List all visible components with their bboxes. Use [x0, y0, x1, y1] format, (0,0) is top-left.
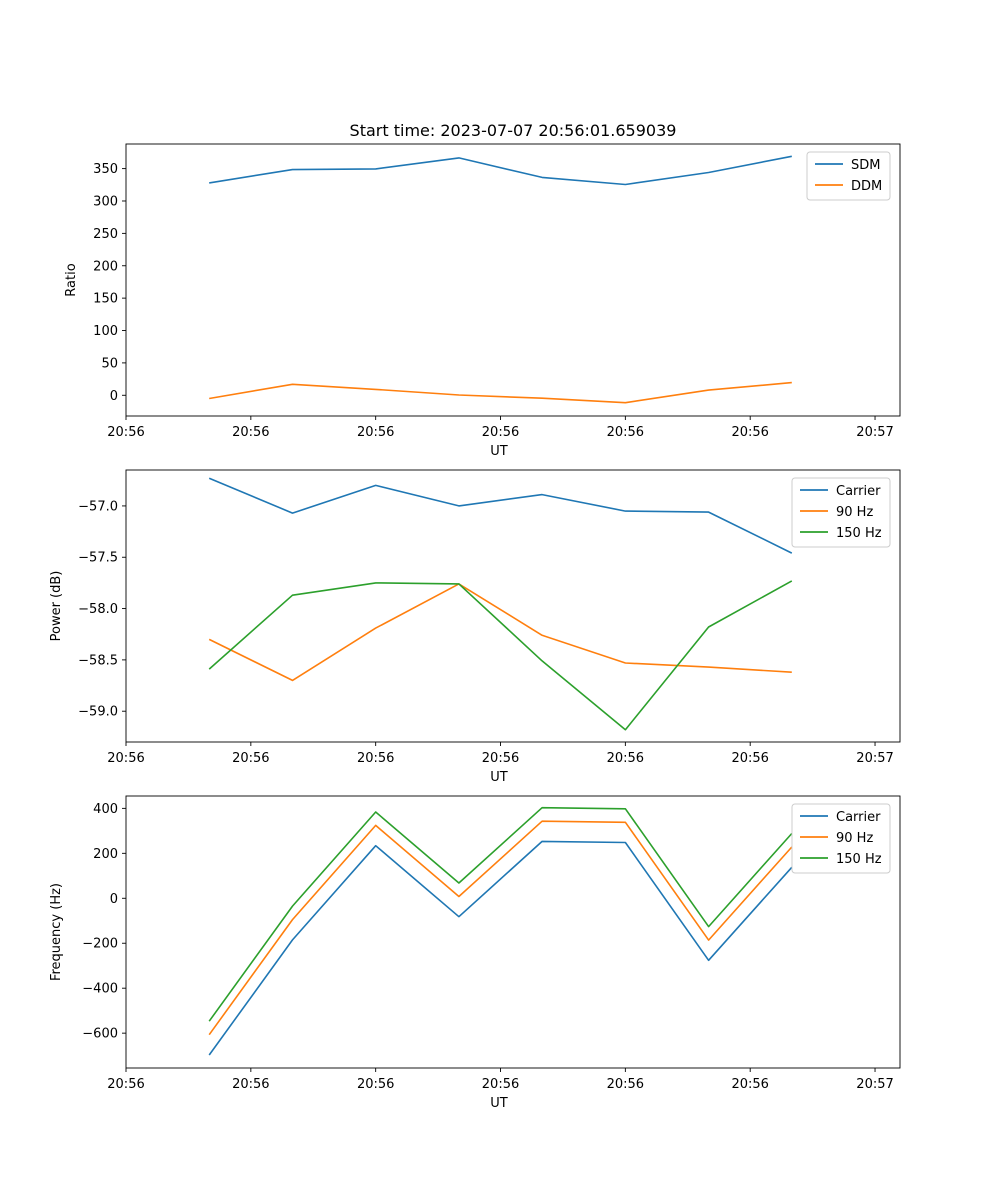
legend: SDM DDM: [806, 151, 891, 201]
legend-label: 150 Hz: [836, 852, 882, 867]
legend-label: Carrier: [836, 484, 881, 499]
subplot-1: 20:56 20:56 20:56 20:56 20:56 20:56 20:57 0 50 10…: [64, 143, 901, 459]
x-tick-label: 20:56: [607, 751, 644, 766]
series-line-carrier: [208, 840, 793, 1056]
x-tick-label: 20:56: [482, 751, 519, 766]
x-tick-label: 20:56: [107, 425, 144, 440]
x-tick-label: 20:56: [607, 1077, 644, 1092]
x-tick-label: 20:56: [731, 751, 768, 766]
x-tick-label: 20:56: [357, 425, 394, 440]
y-tick-label: 400: [93, 802, 118, 817]
x-tick-label: 20:56: [357, 1077, 394, 1092]
x-tick-label: 20:56: [107, 751, 144, 766]
x-tick-label: 20:56: [731, 1077, 768, 1092]
x-tick-label: 20:56: [107, 1077, 144, 1092]
x-tick-label: 20:56: [232, 751, 269, 766]
y-tick-label: −58.0: [78, 602, 118, 617]
y-axis-label: Power (dB): [49, 571, 64, 642]
x-tick-label: 20:56: [357, 751, 394, 766]
y-tick-label: 250: [93, 227, 118, 242]
legend-label: SDM: [851, 158, 880, 173]
y-tick-label: −600: [82, 1027, 118, 1042]
legend-box: [791, 803, 891, 874]
subplots: 20:56 20:56 20:56 20:56 20:56 20:56 20:57 0 50 10…: [49, 143, 901, 1111]
legend: Carrier 90 Hz 150 Hz: [791, 477, 891, 548]
y-tick-label: 50: [101, 356, 118, 371]
axes-frame: [125, 795, 901, 1069]
x-tick-label: 20:56: [482, 1077, 519, 1092]
legend: Carrier 90 Hz 150 Hz: [791, 803, 891, 874]
y-tick-label: 0: [110, 892, 118, 907]
y-tick-label: 300: [93, 194, 118, 209]
y-axis-label: Frequency (Hz): [49, 883, 64, 981]
series-line-150-hz: [208, 806, 793, 1022]
legend-label: 90 Hz: [836, 505, 873, 520]
subplot-3: 20:56 20:56 20:56 20:56 20:56 20:56 20:57 −600 −…: [49, 795, 901, 1111]
series-line-carrier: [208, 477, 793, 554]
y-tick-label: −400: [82, 982, 118, 997]
x-tick-label: 20:56: [232, 425, 269, 440]
x-tick-label: 20:56: [607, 425, 644, 440]
y-tick-label: 200: [93, 259, 118, 274]
figure-title: Start time: 2023-07-07 20:56:01.659039: [350, 121, 677, 140]
axes-frame: [125, 469, 901, 743]
y-tick-label: 150: [93, 292, 118, 307]
legend-label: DDM: [851, 179, 882, 194]
y-tick-label: −57.5: [78, 551, 118, 566]
series-line-150-hz: [208, 580, 793, 731]
axes-frame: [125, 143, 901, 417]
series-line-90-hz: [208, 820, 793, 1036]
x-tick-label: 20:56: [731, 425, 768, 440]
x-tick-label: 20:57: [856, 1077, 893, 1092]
subplot-2: 20:56 20:56 20:56 20:56 20:56 20:56 20:57 −59.0…: [49, 469, 901, 785]
x-axis-label: UT: [490, 444, 508, 459]
y-tick-label: −58.5: [78, 653, 118, 668]
legend-label: 150 Hz: [836, 526, 882, 541]
x-tick-label: 20:57: [856, 425, 893, 440]
x-tick-label: 20:56: [232, 1077, 269, 1092]
y-tick-label: −57.0: [78, 499, 118, 514]
series-line-sdm: [209, 155, 792, 186]
y-tick-label: 0: [110, 389, 118, 404]
x-tick-label: 20:56: [482, 425, 519, 440]
x-axis-label: UT: [490, 1096, 508, 1111]
y-tick-label: −200: [82, 937, 118, 952]
series-line-ddm: [209, 381, 792, 404]
y-tick-label: −59.0: [78, 705, 118, 720]
legend-label: 90 Hz: [836, 831, 873, 846]
x-axis-label: UT: [490, 770, 508, 785]
y-tick-label: 350: [93, 162, 118, 177]
y-tick-label: 200: [93, 847, 118, 862]
legend-label: Carrier: [836, 810, 881, 825]
y-axis-label: Ratio: [64, 263, 79, 296]
legend-box: [791, 477, 891, 548]
x-tick-label: 20:57: [856, 751, 893, 766]
series-line-90-hz: [208, 583, 792, 682]
y-tick-label: 100: [93, 324, 118, 339]
